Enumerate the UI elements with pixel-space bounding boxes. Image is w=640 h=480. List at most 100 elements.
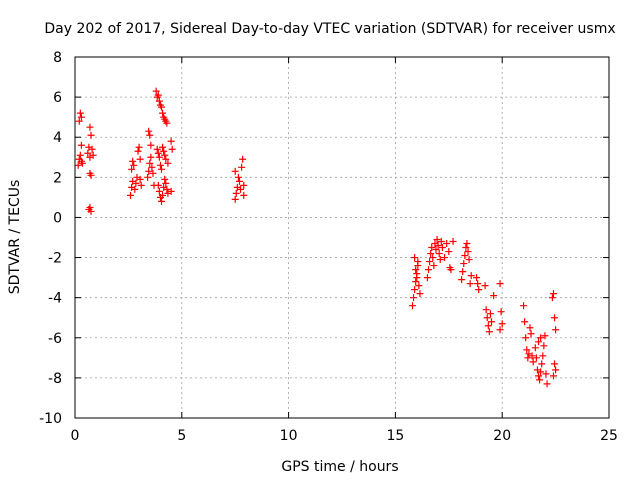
data-point [231, 167, 239, 175]
data-point [86, 123, 94, 131]
data-point [232, 189, 240, 197]
data-point [426, 258, 434, 266]
data-point [130, 161, 138, 169]
data-point [437, 238, 445, 246]
data-point [147, 153, 155, 161]
data-point [134, 147, 142, 155]
data-point [496, 280, 504, 288]
data-point [159, 109, 167, 117]
data-point [159, 191, 167, 199]
x-tick-label: 20 [493, 428, 511, 444]
data-point [488, 318, 496, 326]
data-point [86, 203, 94, 211]
data-point [526, 324, 534, 332]
data-point [528, 352, 536, 360]
data-point [484, 322, 492, 330]
y-tick-label: 0 [53, 210, 62, 226]
data-point [416, 290, 424, 298]
data-point [467, 272, 475, 280]
data-point [541, 332, 549, 340]
data-point [522, 334, 530, 342]
data-point [438, 244, 446, 252]
data-point [84, 149, 92, 157]
data-point [429, 254, 437, 262]
data-point [475, 286, 483, 294]
data-point [529, 358, 537, 366]
data-point [537, 334, 545, 342]
data-point [88, 145, 96, 153]
grid [75, 57, 609, 418]
data-point [154, 149, 162, 157]
data-point [89, 151, 97, 159]
data-point [443, 240, 451, 248]
data-point [551, 314, 559, 322]
data-point [490, 292, 498, 300]
data-point [445, 248, 453, 256]
data-point [158, 197, 166, 205]
data-point [163, 119, 171, 127]
data-point [551, 360, 559, 368]
data-point [136, 175, 144, 183]
x-axis-label: GPS time / hours [281, 459, 398, 475]
data-point [408, 302, 416, 310]
data-point [163, 185, 171, 193]
data-point [432, 246, 440, 254]
y-tick-label: -2 [48, 251, 62, 267]
data-point [552, 366, 560, 374]
data-point [152, 87, 160, 95]
data-point [537, 368, 545, 376]
data-point [498, 320, 506, 328]
data-point [145, 167, 153, 175]
data-point [423, 274, 431, 282]
data-point [461, 252, 469, 260]
data-point [465, 256, 473, 264]
data-point [137, 181, 145, 189]
data-point [532, 354, 540, 362]
data-point [425, 266, 433, 274]
data-point [78, 159, 86, 167]
data-point [156, 161, 164, 169]
x-tick-label: 0 [71, 428, 80, 444]
data-point [436, 256, 444, 264]
data-point [132, 179, 140, 187]
data-point [486, 310, 494, 318]
data-point [167, 137, 175, 145]
data-point [459, 268, 467, 276]
data-point [411, 254, 419, 262]
data-point [524, 354, 532, 362]
data-point [481, 282, 489, 290]
data-point [460, 260, 468, 268]
data-point [148, 163, 156, 171]
y-tick-label: 6 [53, 90, 62, 106]
data-point [87, 171, 95, 179]
data-point [412, 266, 420, 274]
data-point [75, 117, 83, 125]
data-point [552, 326, 560, 334]
data-point [240, 191, 248, 199]
data-point [153, 145, 161, 153]
data-point [160, 147, 168, 155]
data-point [87, 207, 95, 215]
data-point [540, 342, 548, 350]
data-point [131, 185, 139, 193]
data-point [415, 282, 423, 290]
data-point [434, 242, 442, 250]
data-point [549, 372, 557, 380]
data-points [74, 87, 560, 388]
data-point [542, 370, 550, 378]
data-point [428, 244, 436, 252]
data-point [158, 103, 166, 111]
data-point [234, 173, 242, 181]
data-point [76, 109, 84, 117]
data-point [239, 155, 247, 163]
data-point [466, 280, 474, 288]
data-point [164, 159, 172, 167]
data-point [414, 258, 422, 266]
data-point [435, 250, 443, 258]
data-point [128, 165, 136, 173]
data-point [147, 141, 155, 149]
data-point [496, 326, 504, 334]
x-tick-label: 10 [280, 428, 298, 444]
data-point [155, 97, 163, 105]
